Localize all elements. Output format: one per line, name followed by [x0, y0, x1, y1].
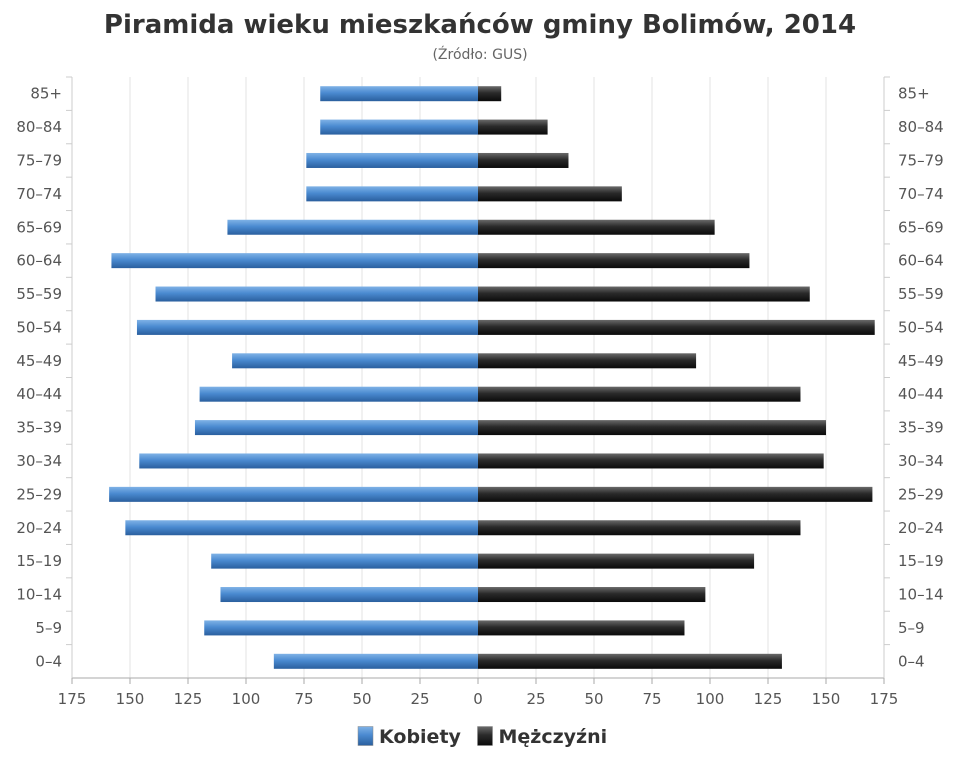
bar-female-30–34	[139, 453, 478, 469]
bar-male-45–49	[478, 353, 697, 369]
bar-female-70–74	[306, 186, 478, 202]
bar-male-65–69	[478, 219, 715, 235]
bar-female-75–79	[306, 152, 478, 168]
y-tick-label-right: 45–49	[898, 352, 944, 370]
bar-female-15–19	[211, 553, 478, 569]
x-tick-label: 75	[294, 690, 313, 708]
bar-female-0–4	[273, 653, 478, 669]
bar-female-45–49	[232, 353, 478, 369]
bar-male-60–64	[478, 253, 750, 269]
x-tick-label: 75	[642, 690, 661, 708]
bar-male-35–39	[478, 420, 826, 436]
y-tick-label-left: 20–24	[16, 519, 62, 537]
legend: Kobiety Mężczyźni	[357, 726, 608, 748]
y-tick-label-left: 25–29	[16, 485, 62, 503]
y-tick-label-left: 40–44	[16, 385, 62, 403]
chart-subtitle: (Źródło: GUS)	[432, 45, 527, 63]
bar-female-80–84	[320, 119, 478, 135]
x-tick-label: 150	[812, 690, 841, 708]
y-tick-label-right: 70–74	[898, 185, 944, 203]
legend-swatch-female	[357, 726, 374, 746]
y-tick-label-left: 10–14	[16, 586, 62, 604]
y-tick-label-right: 60–64	[898, 252, 944, 270]
y-tick-label-right: 50–54	[898, 318, 944, 336]
x-tick-label: 50	[584, 690, 603, 708]
y-tick-label-right: 15–19	[898, 552, 944, 570]
bar-female-5–9	[204, 620, 479, 636]
bar-male-10–14	[478, 587, 706, 603]
bar-male-80–84	[478, 119, 548, 135]
x-tick-label: 0	[473, 690, 483, 708]
y-tick-label-left: 50–54	[16, 318, 62, 336]
y-tick-label-right: 35–39	[898, 419, 944, 437]
chart-title: Piramida wieku mieszkańców gminy Bolimów…	[104, 10, 856, 40]
y-tick-label-right: 40–44	[898, 385, 944, 403]
y-tick-label-right: 75–79	[898, 151, 944, 169]
x-tick-label: 100	[696, 690, 725, 708]
legend-swatch-male	[477, 726, 493, 746]
y-tick-label-right: 65–69	[898, 218, 944, 236]
bar-male-15–19	[478, 553, 755, 569]
y-tick-label-left: 35–39	[16, 419, 62, 437]
y-tick-label-right: 10–14	[898, 586, 944, 604]
bar-female-35–39	[194, 420, 478, 436]
y-tick-label-right: 30–34	[898, 452, 944, 470]
x-tick-label: 50	[352, 690, 371, 708]
y-tick-label-left: 55–59	[16, 285, 62, 303]
y-tick-label-left: 15–19	[16, 552, 62, 570]
bar-male-20–24	[478, 520, 801, 536]
y-tick-label-left: 5–9	[35, 619, 62, 637]
bar-male-40–44	[478, 386, 801, 402]
x-tick-label: 125	[754, 690, 783, 708]
x-tick-label: 25	[526, 690, 545, 708]
legend-label-female[interactable]: Kobiety	[379, 726, 462, 748]
bar-male-25–29	[478, 486, 873, 502]
y-tick-label-left: 45–49	[16, 352, 62, 370]
bar-male-85+	[478, 86, 502, 102]
y-tick-label-right: 5–9	[898, 619, 925, 637]
bar-male-30–34	[478, 453, 824, 469]
bar-female-10–14	[220, 587, 479, 603]
grid-lines	[71, 77, 885, 678]
bar-male-75–79	[478, 152, 569, 168]
y-tick-label-right: 0–4	[898, 652, 925, 670]
y-tick-label-right: 55–59	[898, 285, 944, 303]
y-tick-label-right: 25–29	[898, 485, 944, 503]
bars	[109, 86, 875, 669]
legend-label-male[interactable]: Mężczyźni	[499, 726, 608, 748]
x-tick-label: 25	[410, 690, 429, 708]
bar-female-40–44	[199, 386, 478, 402]
bar-male-55–59	[478, 286, 810, 302]
bar-female-55–59	[155, 286, 478, 302]
bar-female-20–24	[125, 520, 479, 536]
y-tick-label-left: 30–34	[16, 452, 62, 470]
x-tick-label: 175	[870, 690, 899, 708]
bar-female-60–64	[111, 253, 478, 269]
bar-male-0–4	[478, 653, 782, 669]
y-tick-label-left: 80–84	[16, 118, 62, 136]
x-tick-label: 125	[174, 690, 203, 708]
bar-female-50–54	[136, 319, 478, 335]
y-tick-label-right: 85+	[898, 85, 930, 103]
bar-male-70–74	[478, 186, 622, 202]
bar-female-85+	[320, 86, 478, 102]
bar-female-65–69	[227, 219, 478, 235]
y-tick-label-left: 70–74	[16, 185, 62, 203]
y-tick-label-left: 60–64	[16, 252, 62, 270]
x-tick-label: 175	[58, 690, 87, 708]
y-tick-label-left: 65–69	[16, 218, 62, 236]
x-tick-label: 100	[232, 690, 261, 708]
y-tick-label-left: 75–79	[16, 151, 62, 169]
bar-female-25–29	[109, 486, 479, 502]
y-tick-label-right: 80–84	[898, 118, 944, 136]
y-tick-label-left: 85+	[30, 85, 62, 103]
x-tick-label: 150	[116, 690, 145, 708]
y-tick-label-right: 20–24	[898, 519, 944, 537]
y-tick-label-left: 0–4	[35, 652, 62, 670]
bar-male-50–54	[478, 319, 875, 335]
bar-male-5–9	[478, 620, 685, 636]
axes: 175 150 125 100 75 50 25 0 25 50 75 100 125 150 175 85+…	[16, 76, 944, 708]
